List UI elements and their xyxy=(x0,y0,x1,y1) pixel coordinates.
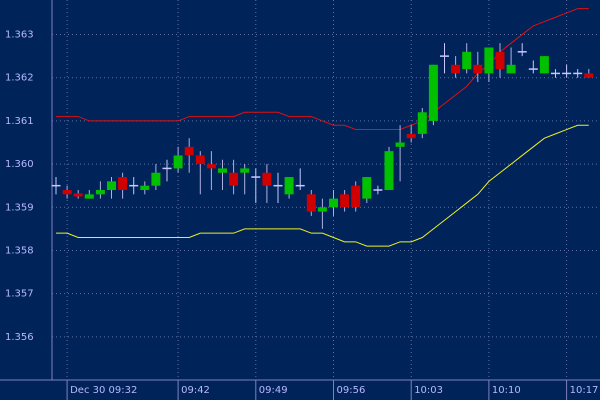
candle-body xyxy=(484,47,494,74)
x-tick-label: Dec 30 09:32 xyxy=(70,385,137,396)
candle-body xyxy=(329,198,338,208)
candle-body xyxy=(473,64,483,74)
candle-body xyxy=(495,51,505,70)
y-tick-label: 1.358 xyxy=(5,245,34,256)
y-tick-label: 1.361 xyxy=(5,116,34,127)
candle-body xyxy=(184,146,194,156)
y-tick-label: 1.360 xyxy=(5,159,34,170)
candle-body xyxy=(262,172,272,186)
candle-body xyxy=(151,172,161,186)
x-tick-label: 09:42 xyxy=(181,385,210,396)
candle-body xyxy=(506,64,516,74)
candle-body xyxy=(384,151,394,190)
x-tick-label: 09:49 xyxy=(259,385,288,396)
candle-body xyxy=(428,64,438,121)
candle-body xyxy=(395,142,405,147)
candle-body xyxy=(118,177,128,190)
candle-body xyxy=(451,64,461,74)
candle-body xyxy=(195,155,205,165)
candle-body xyxy=(73,193,83,197)
candle-body xyxy=(340,194,350,208)
candle-body xyxy=(584,73,594,78)
y-tick-label: 1.363 xyxy=(5,30,34,41)
candle-body xyxy=(140,185,150,190)
candle-body xyxy=(229,172,239,186)
candle-body xyxy=(95,190,105,195)
y-tick-label: 1.359 xyxy=(5,202,34,213)
candle-body xyxy=(362,177,372,199)
candle-body xyxy=(173,155,183,169)
candle-body xyxy=(84,194,94,199)
candle-body xyxy=(240,168,250,173)
x-tick-label: 10:17 xyxy=(570,385,599,396)
x-tick-label: 09:56 xyxy=(337,385,366,396)
candle-body xyxy=(107,181,116,190)
candle-body xyxy=(417,112,427,134)
candle-body xyxy=(306,194,316,212)
candle-body xyxy=(206,164,216,169)
candle-body xyxy=(218,168,227,173)
candle-body xyxy=(284,177,294,195)
band-line xyxy=(56,124,589,247)
x-tick-label: 10:10 xyxy=(492,385,521,396)
y-tick-label: 1.356 xyxy=(5,332,34,343)
candle-body xyxy=(462,51,472,70)
candle-body xyxy=(406,133,416,139)
y-tick-label: 1.362 xyxy=(5,73,34,84)
x-tick-label: 10:03 xyxy=(414,385,443,396)
candle-body xyxy=(351,185,361,208)
candle-body xyxy=(62,190,72,195)
candle-body xyxy=(539,56,549,74)
y-tick-label: 1.357 xyxy=(5,289,34,300)
candle-body xyxy=(317,207,327,212)
